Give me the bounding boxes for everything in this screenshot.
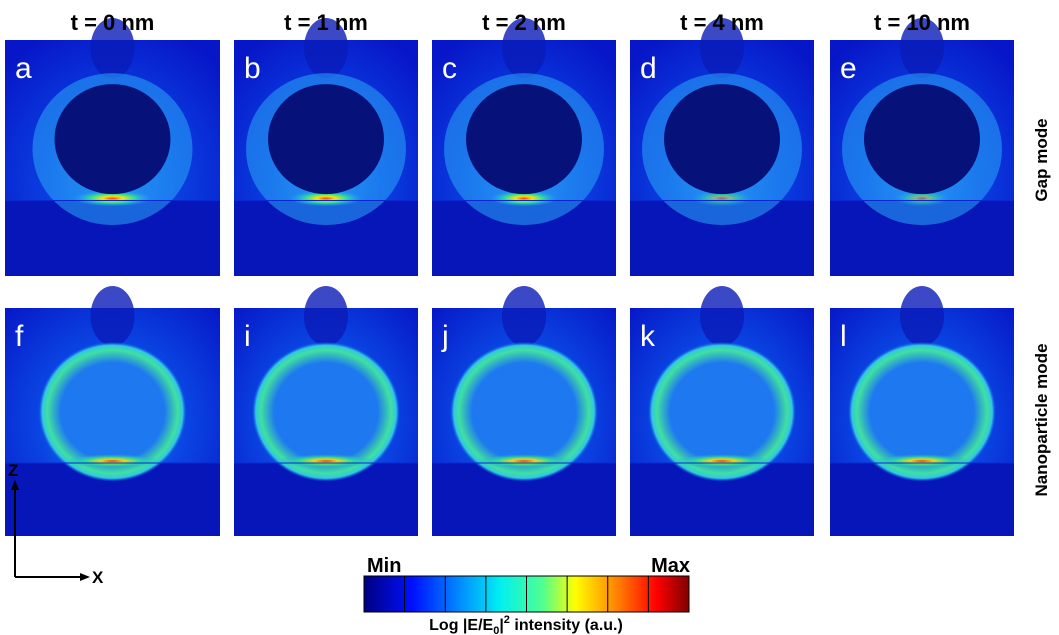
field-map-panel: l xyxy=(830,286,1014,536)
column-title: t = 10 nm xyxy=(874,10,970,35)
gap-hotspot xyxy=(278,454,374,468)
field-map-panel: a xyxy=(5,18,220,276)
colorbar-caption: Log |E/E0|2 intensity (a.u.) xyxy=(429,614,623,635)
field-map-panel: b xyxy=(234,18,418,276)
panel-label: f xyxy=(15,320,24,353)
field-map-panel: c xyxy=(432,18,616,276)
figure: abcdefijkl Gap mode Nanoparticle mode Z … xyxy=(0,0,1059,635)
x-arrowhead xyxy=(80,573,90,581)
z-label: Z xyxy=(8,461,18,480)
row-label: Nanoparticle mode xyxy=(1032,343,1051,496)
particle xyxy=(466,84,582,194)
caption-part: Log |E/E xyxy=(429,617,493,634)
panel-label: c xyxy=(442,52,457,85)
panels: a b c d e f i j k l xyxy=(5,18,1014,536)
gap-hotspot xyxy=(674,454,770,468)
row-label: Gap mode xyxy=(1032,118,1051,201)
field-map-panel: i xyxy=(234,286,418,536)
panel-label: j xyxy=(441,320,449,353)
field-map-panel: d xyxy=(630,18,814,276)
top-shadow xyxy=(700,286,744,346)
panel-label: a xyxy=(15,52,32,85)
top-shadow xyxy=(502,286,546,346)
caption-part: intensity (a.u.) xyxy=(510,617,623,634)
panel-label: b xyxy=(244,52,261,85)
column-title: t = 2 nm xyxy=(482,10,566,35)
x-label: X xyxy=(92,568,104,587)
panel-label: l xyxy=(840,320,847,353)
panel-label: k xyxy=(640,320,656,353)
gap-hotspot xyxy=(65,454,161,468)
field-map-panel: e xyxy=(830,18,1014,276)
field-map-panel: f xyxy=(5,286,220,536)
field-map-panel: k xyxy=(630,286,814,536)
panel-label: i xyxy=(244,320,251,353)
colorbar-max: Max xyxy=(651,555,690,577)
colorbar: Min Max Log |E/E0|2 intensity (a.u.) xyxy=(364,555,690,635)
field-map-panel: j xyxy=(432,286,616,536)
top-shadow xyxy=(900,286,944,346)
particle xyxy=(268,84,384,194)
colorbar-min: Min xyxy=(367,555,401,577)
column-title: t = 4 nm xyxy=(680,10,764,35)
column-title: t = 1 nm xyxy=(284,10,368,35)
top-shadow xyxy=(304,286,348,346)
top-shadow xyxy=(91,286,135,346)
gap-hotspot xyxy=(476,454,572,468)
particle xyxy=(864,84,980,194)
gap-hotspot xyxy=(874,454,970,468)
panel-label: d xyxy=(640,52,657,85)
column-title: t = 0 nm xyxy=(71,10,155,35)
particle xyxy=(55,84,171,194)
particle xyxy=(664,84,780,194)
panel-label: e xyxy=(840,52,857,85)
